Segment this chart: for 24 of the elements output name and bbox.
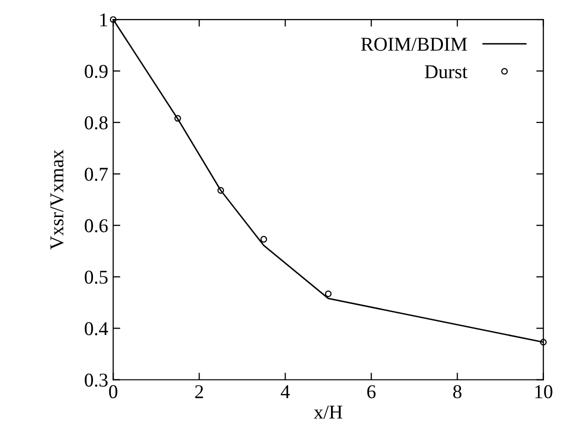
point [324, 290, 332, 298]
x-tick-label: 6 [367, 385, 376, 398]
point [217, 187, 224, 194]
x-axis-title: x/H [314, 406, 342, 419]
y-tick-label: 0.6 [84, 219, 108, 232]
point [110, 16, 117, 23]
x-tick-label: 0 [109, 385, 118, 398]
x-tick-label: 4 [280, 385, 290, 398]
y-tick-label: 0.3 [84, 374, 108, 387]
point [174, 115, 182, 122]
point [260, 236, 268, 243]
point [540, 338, 547, 346]
x-tick-label: 8 [453, 385, 462, 398]
y-tick-label: 0.9 [84, 64, 108, 78]
y-tick-label: 0.8 [84, 116, 108, 130]
y-tick-label: 0.4 [84, 322, 108, 336]
y-tick-label: 0.5 [84, 270, 108, 284]
y-axis-title: Vxsr/Vxmax [50, 150, 64, 250]
x-tick-label: 10 [535, 385, 552, 398]
legend-label: Durst [424, 65, 468, 78]
y-tick-label: 0.7 [84, 168, 108, 181]
x-tick-label: 2 [195, 385, 204, 398]
legend-label: ROIM/BDIM [361, 38, 467, 51]
y-tick-label: 1 [100, 13, 108, 26]
